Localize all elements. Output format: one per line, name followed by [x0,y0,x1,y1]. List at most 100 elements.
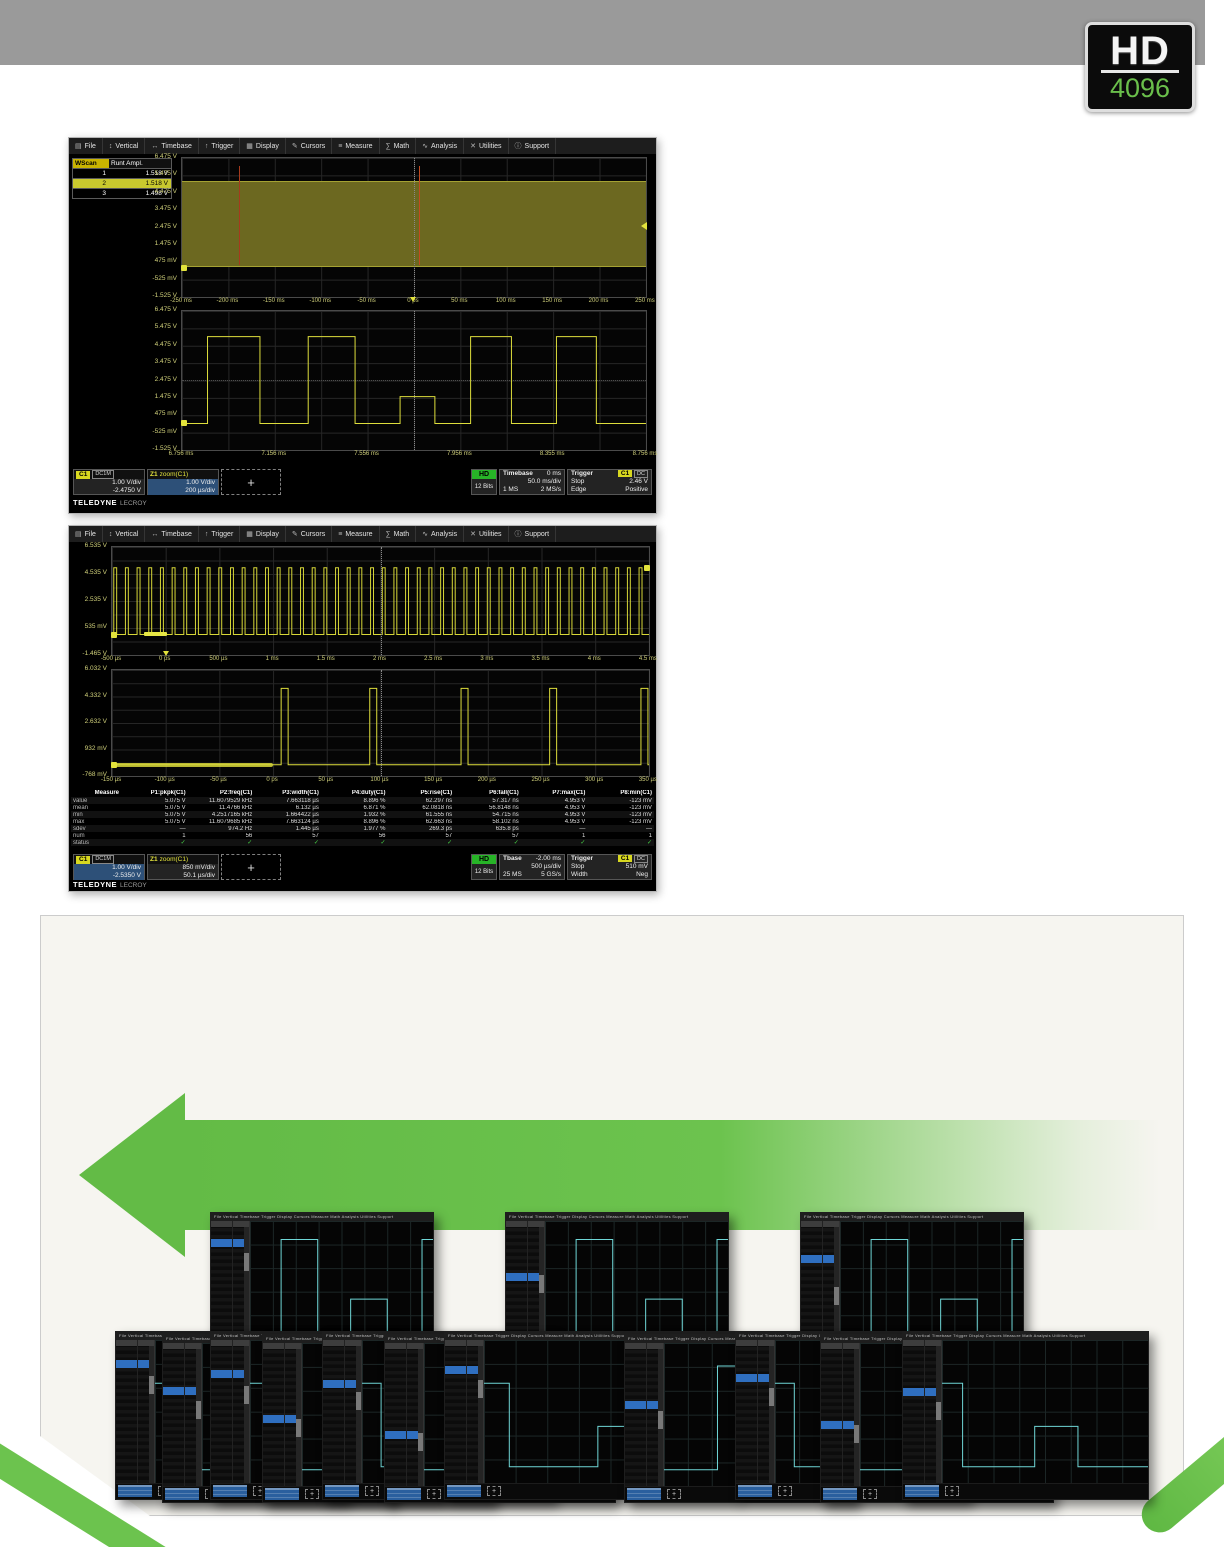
volts-per-div: 1.00 V/div [112,479,141,486]
menu-item[interactable]: ≡ Measure [332,526,380,542]
mini-scrollbar [769,1346,774,1484]
menu-item[interactable]: ✕ Utilities [464,138,509,154]
trigger-box[interactable]: Trigger C1 DC Stop 2.46 V Edge Positive [567,469,652,495]
wavescan-row[interactable]: 3 1.498 V [72,189,172,199]
brand-lecroy: LECROY [120,500,147,507]
zoom-trace-marker[interactable] [111,762,117,768]
mini-selected-row [821,1421,854,1429]
mini-measurement-list [736,1340,775,1484]
timebase-box[interactable]: Tbase -2.00 ms 500 µs/div 25 MS 5 GS/s [499,854,565,880]
mini-menu-bar: File Vertical Timebase Trigger Display C… [903,1332,1148,1340]
menu-item[interactable]: ↔ Timebase [145,138,199,154]
mini-channel-descriptor [447,1485,481,1497]
zoom-center-cursor[interactable] [414,311,415,450]
menu-item[interactable]: ▦ Display [240,526,286,542]
measure-cell: 62.0818 ns [422,804,453,811]
trigger-box[interactable]: Trigger C1 DC Stop 510 mV Width Neg [567,854,652,880]
add-trace-button[interactable]: + [221,469,281,495]
mini-measurement-list [903,1340,942,1484]
measure-row-label: min [73,811,83,818]
wavescan-row[interactable]: 1 1.518 V [72,169,172,179]
measure-cell: 62.297 ns [425,797,453,804]
menu-item[interactable]: ▤ File [69,526,103,542]
menu-item[interactable]: ⓘ Support [509,526,557,542]
menu-item-icon: ∿ [422,143,429,150]
menu-item[interactable]: ≡ Measure [332,138,380,154]
mini-measurement-list [116,1340,155,1484]
zoom-descriptor-box[interactable]: Z1 zoom(C1) 1.00 V/div 200 µs/div [147,469,219,495]
green-arrow-body [184,1120,1160,1230]
menu-item[interactable]: ▤ File [69,138,103,154]
channel1-offset-marker[interactable] [111,632,117,638]
menu-item[interactable]: ↕ Vertical [103,526,146,542]
measure-cell: 4.953 V [564,804,586,811]
menu-item-icon: ∑ [385,142,391,150]
wavescan-row-value: 1.518 V [109,169,171,178]
scope2-top-y-axis: 6.535 V 4.535 V 2.535 V 535 mV -1.465 V [69,542,107,658]
mini-selected-row [263,1415,296,1423]
measure-table[interactable]: Measure P1:pkpk(C1) P2:freq(C1) P3:width(C1… [71,788,654,846]
scope2-zoom-cursor[interactable] [380,670,382,776]
mini-channel-descriptor [905,1485,939,1497]
menu-item[interactable]: ✎ Cursors [286,526,333,542]
trigger-level-marker[interactable] [644,565,650,571]
channel1-offset-marker[interactable] [181,265,187,271]
trigger-level: 2.46 V [629,478,648,485]
scope2-menu-bar: ▤ File ↕ Vertical ↔ Timebase ↑ Trigger ▦ Display ✎… [69,526,656,543]
menu-item[interactable]: ∿ Analysis [416,138,465,154]
menu-item-icon: ∿ [422,531,429,538]
measure-row: sdev — 974.2 Hz 1.445 µs 1.977 % 269.3 ps 635.… [71,825,654,832]
menu-item[interactable]: ↑ Trigger [199,138,241,154]
channel1-descriptor-box[interactable]: C1 DC1M 1.00 V/div -2.5350 V [73,854,145,880]
menu-item[interactable]: ✎ Cursors [286,138,333,154]
runt-waveform-trace [182,311,646,450]
scope2-zoom-y-axis: 6.032 V 4.332 V 2.632 V 932 mV -768 mV [69,665,107,779]
measure-cell: 7.663118 µs [286,797,319,804]
zoom-descriptor-box[interactable]: Z1 zoom(C1) 850 mV/div 50.1 µs/div [147,854,219,880]
mini-waveform-trace [942,1340,1148,1484]
mini-add-trace-button: + [487,1486,501,1496]
menu-item-label: Math [393,530,410,538]
mini-selected-row [736,1374,769,1382]
trigger-level-marker[interactable] [641,222,647,230]
menu-item[interactable]: ▦ Display [240,138,286,154]
measure-cell: 5.075 V [164,818,186,825]
wavescan-results-table[interactable]: WScan Runt Ampl. 1 1.518 V 2 1.518 V 3 1.498 … [72,158,172,199]
axis-label: 1.475 V [154,239,177,247]
sample-rate: 5 GS/s [541,871,561,878]
mini-scrollbar-thumb [356,1392,361,1410]
menu-item[interactable]: ∑ Math [380,138,417,154]
bit-resolution: 12 Bits [474,484,494,490]
mini-scrollbar [539,1227,544,1363]
zoom-region-highlight[interactable] [144,632,167,636]
mini-scrollbar-thumb [418,1433,423,1451]
hd-mode-box[interactable]: HD 12 Bits [471,854,497,880]
trigger-coupling: DC [634,470,648,478]
menu-item[interactable]: ∑ Math [380,526,417,542]
menu-item[interactable]: ↕ Vertical [103,138,146,154]
menu-item-icon: ↑ [204,530,209,538]
hd-mode-box[interactable]: HD 12 Bits [471,469,497,495]
menu-item-icon: ✎ [291,143,298,150]
scope2-top-cursor[interactable] [380,547,382,655]
zoom-tag: Z1 [150,471,158,478]
trigger-time-cursor[interactable] [414,158,415,297]
mini-measurement-list [263,1343,302,1487]
measure-cell: 974.2 Hz [228,825,253,832]
add-trace-button[interactable]: + [221,854,281,880]
wavescan-row[interactable]: 2 1.518 V [72,179,172,189]
menu-item[interactable]: ↔ Timebase [145,526,199,542]
menu-item[interactable]: ∿ Analysis [416,526,465,542]
menu-item[interactable]: ⓘ Support [509,138,557,154]
trigger-title: Trigger [571,470,594,477]
zoom-trace-marker[interactable] [181,420,187,426]
channel1-descriptor-box[interactable]: C1 DC1M 1.00 V/div -2.4750 V [73,469,145,495]
timebase-box[interactable]: Timebase 0 ms 50.0 ms/div 1 MS 2 MS/s [499,469,565,495]
axis-label: 535 mV [84,623,107,630]
axis-label: 2.535 V [84,596,107,603]
menu-item[interactable]: ✕ Utilities [464,526,509,542]
measure-cell: 1.932 % [363,811,386,818]
wavescan-header: WScan Runt Ampl. [72,158,172,169]
menu-item[interactable]: ↑ Trigger [199,526,241,542]
mini-scrollbar [418,1349,423,1487]
